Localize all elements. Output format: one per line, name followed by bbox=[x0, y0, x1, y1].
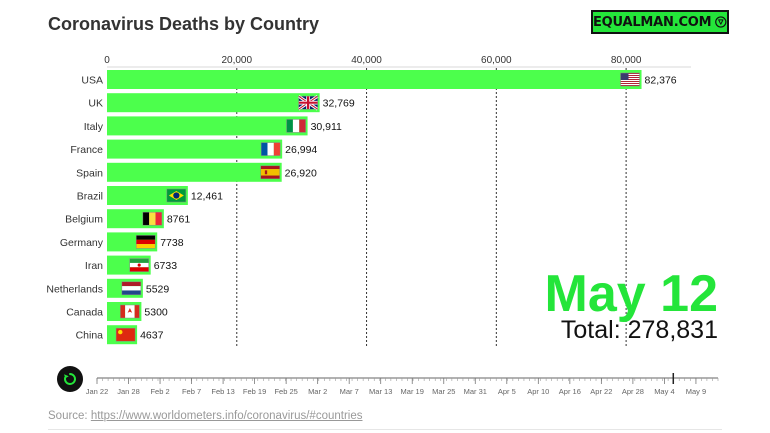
iran-flag-icon bbox=[129, 258, 149, 272]
value-label: 82,376 bbox=[645, 75, 677, 87]
category-label: Canada bbox=[66, 307, 103, 319]
value-label: 4637 bbox=[140, 330, 164, 342]
bar-group-iran: Iran 6733 bbox=[85, 255, 178, 275]
bar-group-usa: USA 82,376 bbox=[81, 70, 677, 89]
category-label: Germany bbox=[60, 237, 104, 249]
bottom-divider bbox=[48, 429, 722, 430]
replay-button[interactable] bbox=[57, 366, 83, 392]
replay-icon bbox=[64, 373, 76, 385]
category-label: Netherlands bbox=[46, 283, 103, 295]
bar-group-netherlands: Netherlands 5529 bbox=[46, 278, 170, 298]
category-label: Italy bbox=[84, 121, 104, 133]
timeline-tick-label: May 4 bbox=[654, 387, 674, 396]
source-label: Source: bbox=[48, 410, 88, 422]
value-label: 26,920 bbox=[285, 167, 317, 179]
timeline-slider[interactable]: Jan 22 Jan 28 Feb 2 Feb 7 Feb 13 Feb 19 Feb 25… bbox=[0, 370, 770, 400]
timeline-tick-label: Feb 13 bbox=[211, 387, 234, 396]
bar-group-china: China 4637 bbox=[76, 325, 164, 345]
timeline-tick-label: Jan 28 bbox=[117, 387, 140, 396]
us-flag-icon bbox=[620, 72, 640, 87]
chart-title: Coronavirus Deaths by Country bbox=[48, 14, 320, 34]
category-label: UK bbox=[88, 98, 103, 110]
bar-chart: 0 20,000 40,000 60,000 80,000 USA 82,376 UK 32,7… bbox=[46, 55, 691, 346]
bar-group-belgium: Belgium 8761 bbox=[65, 209, 191, 229]
timeline-tick-label: Feb 19 bbox=[243, 387, 266, 396]
category-label: USA bbox=[81, 75, 103, 87]
value-label: 5300 bbox=[144, 307, 168, 319]
value-label: 5529 bbox=[146, 283, 170, 295]
value-label: 30,911 bbox=[311, 121, 342, 133]
x-tick-label: 80,000 bbox=[611, 55, 642, 66]
belgium-flag-icon bbox=[142, 211, 163, 226]
germany-flag-icon bbox=[135, 235, 156, 249]
timeline-tick-label: May 9 bbox=[686, 387, 706, 396]
shield-icon bbox=[715, 16, 727, 28]
source-link[interactable]: https://www.worldometers.info/coronaviru… bbox=[90, 410, 363, 422]
bar-group-brazil: Brazil 12,461 bbox=[77, 186, 223, 205]
timeline-tick-label: Feb 25 bbox=[274, 387, 297, 396]
bar-group-uk: UK 32,769 bbox=[88, 93, 355, 113]
timeline-tick-label: Apr 16 bbox=[559, 387, 581, 396]
value-label: 32,769 bbox=[323, 98, 355, 110]
uk-flag-icon bbox=[297, 94, 319, 111]
total-count: Total: 278,831 bbox=[561, 318, 718, 343]
logo-text: EQUALMAN.COM bbox=[593, 14, 712, 30]
bar-group-canada: Canada 5300 bbox=[66, 302, 168, 321]
timeline-tick-label: Mar 7 bbox=[340, 387, 359, 396]
timeline-tick-label: Apr 10 bbox=[527, 387, 549, 396]
bar-spain bbox=[107, 162, 282, 182]
category-label: Iran bbox=[85, 260, 103, 272]
total-value: 278,831 bbox=[627, 316, 718, 344]
timeline-tick-label: Jan 22 bbox=[86, 387, 109, 396]
x-tick-label: 20,000 bbox=[221, 55, 252, 66]
timeline-tick-label: Apr 22 bbox=[590, 387, 612, 396]
bar-italy bbox=[107, 116, 308, 136]
bar-usa bbox=[107, 70, 642, 89]
bar-group-spain: Spain 26,920 bbox=[76, 162, 317, 182]
value-label: 7738 bbox=[160, 237, 184, 249]
x-tick-label: 60,000 bbox=[481, 55, 512, 66]
france-flag-icon bbox=[260, 142, 281, 156]
timeline-tick-label: Mar 25 bbox=[432, 387, 455, 396]
value-label: 8761 bbox=[167, 214, 191, 226]
spain-flag-icon bbox=[260, 165, 280, 180]
current-date: May 12 bbox=[544, 265, 718, 323]
value-label: 6733 bbox=[154, 260, 178, 272]
timeline-tick-label: Apr 28 bbox=[622, 387, 644, 396]
x-tick-label: 40,000 bbox=[351, 55, 382, 66]
total-label: Total: bbox=[560, 316, 621, 344]
timeline-tick-label: Apr 5 bbox=[498, 387, 516, 396]
value-label: 12,461 bbox=[191, 191, 223, 203]
bar-uk bbox=[107, 93, 320, 113]
china-flag-icon bbox=[115, 327, 136, 342]
bar-group-france: France 26,994 bbox=[70, 139, 317, 159]
netherlands-flag-icon bbox=[121, 281, 142, 296]
timeline-tick-label: Mar 19 bbox=[401, 387, 424, 396]
equalman-logo[interactable]: EQUALMAN.COM bbox=[591, 10, 729, 34]
x-tick-label: 0 bbox=[104, 55, 110, 66]
italy-flag-icon bbox=[286, 119, 306, 133]
source-note: Source: https://www.worldometers.info/co… bbox=[48, 410, 363, 422]
category-label: Brazil bbox=[77, 191, 103, 203]
category-label: France bbox=[70, 144, 103, 156]
category-label: China bbox=[76, 330, 104, 342]
bar-group-germany: Germany 7738 bbox=[60, 232, 184, 252]
timeline-tick-label: Feb 7 bbox=[182, 387, 201, 396]
bar-france bbox=[107, 139, 283, 159]
timeline-tick-label: Feb 2 bbox=[150, 387, 169, 396]
value-label: 26,994 bbox=[285, 144, 317, 156]
timeline-tick-label: Mar 31 bbox=[464, 387, 487, 396]
category-label: Spain bbox=[76, 167, 103, 179]
category-label: Belgium bbox=[65, 214, 103, 226]
brazil-flag-icon bbox=[166, 188, 187, 203]
timeline-tick-label: Mar 2 bbox=[308, 387, 327, 396]
timeline-tick-label: Mar 13 bbox=[369, 387, 392, 396]
bar-group-italy: Italy 30,911 bbox=[84, 116, 342, 136]
canada-flag-icon bbox=[120, 304, 140, 319]
